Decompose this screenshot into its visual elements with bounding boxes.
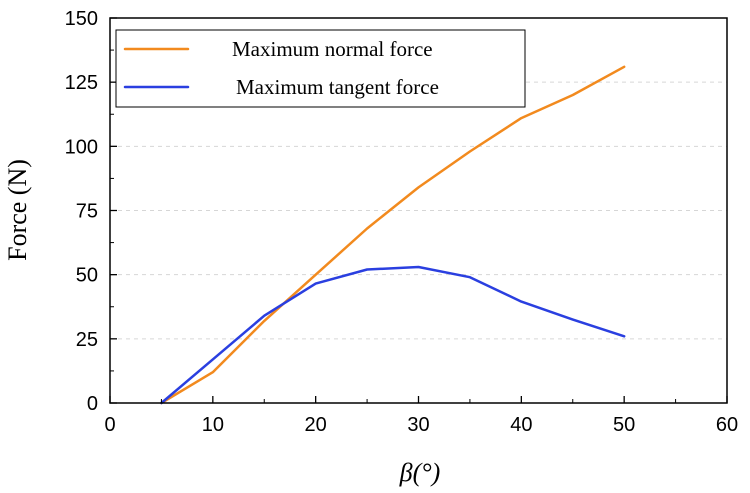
tick-labels: 0 10 20 30 40 50 60 0 25 50 75 100 125 150 <box>65 8 739 436</box>
y-tick-label-2: 50 <box>76 265 98 287</box>
y-tick-label-3: 75 <box>76 201 98 223</box>
legend-label-tangent: Maximum tangent force <box>236 75 439 99</box>
x-tick-label-5: 50 <box>613 414 635 436</box>
y-tick-label-5: 125 <box>65 72 98 94</box>
legend-label-normal: Maximum normal force <box>232 37 433 61</box>
x-tick-label-6: 60 <box>716 414 738 436</box>
x-tick-label-4: 40 <box>510 414 532 436</box>
x-tick-label-3: 30 <box>407 414 429 436</box>
y-tick-label-1: 25 <box>76 329 98 351</box>
y-tick-label-4: 100 <box>65 136 98 158</box>
y-axis-title: Force (N) <box>3 159 32 261</box>
legend-box <box>115 29 526 108</box>
x-tick-label-0: 0 <box>104 414 115 436</box>
y-tick-label-0: 0 <box>87 393 98 415</box>
legend: Maximum normal force Maximum tangent for… <box>115 29 526 108</box>
x-axis-title: β(°) <box>399 458 441 487</box>
series-line-normal-force <box>160 65 626 405</box>
x-tick-label-2: 20 <box>305 414 327 436</box>
y-tick-label-6: 150 <box>65 8 98 30</box>
x-tick-label-1: 10 <box>202 414 224 436</box>
series-line-tangent-force <box>160 265 626 405</box>
series-group <box>160 65 626 405</box>
grid-lines <box>110 81 727 340</box>
